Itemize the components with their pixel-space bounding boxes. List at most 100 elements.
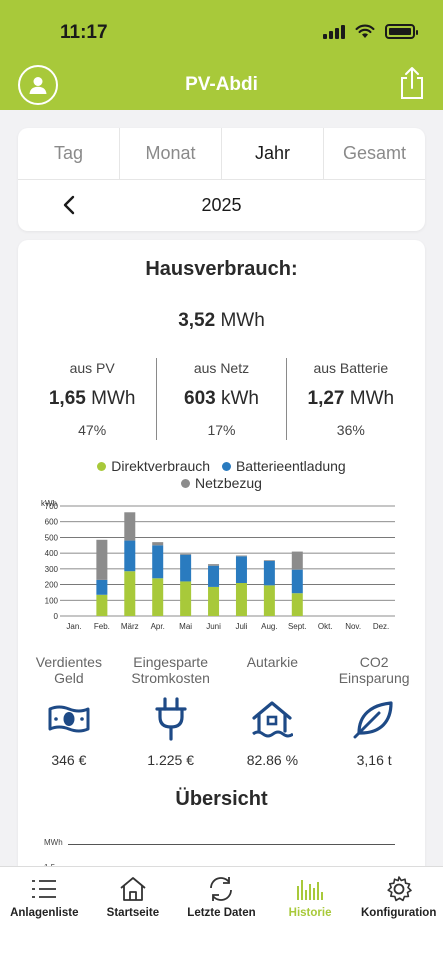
banknote-icon <box>48 705 90 733</box>
bar-segment <box>208 564 220 566</box>
bar-segment <box>124 571 136 616</box>
legend-label: Netzbezug <box>195 475 262 491</box>
tab-monat[interactable]: Monat <box>120 128 222 179</box>
source-value: 603 <box>184 388 216 409</box>
x-tick-label: Mai <box>179 622 192 631</box>
home-icon <box>120 877 146 901</box>
app-title: PV-Abdi <box>185 74 258 95</box>
stat-value: 346 € <box>51 752 87 768</box>
previous-year-button[interactable] <box>58 193 80 217</box>
status-time: 11:17 <box>60 22 108 43</box>
bar-segment <box>291 569 303 594</box>
legend-label: Direktverbrauch <box>111 458 211 474</box>
year-row: 2025 <box>18 180 425 231</box>
y-tick-label: 700 <box>45 502 59 511</box>
y-tick-label: 500 <box>45 533 59 542</box>
bar-segment <box>124 512 136 541</box>
source-pv: aus PV 1,65 MWh 47% <box>28 358 156 440</box>
tab-historie[interactable]: Historie <box>266 867 355 960</box>
legend-dot-battery <box>221 462 231 471</box>
stat-autarky: Autarkie 82.86 % <box>222 654 324 768</box>
bar-segment <box>180 581 192 616</box>
cellular-signal-icon <box>323 24 345 39</box>
legend-item[interactable]: Direktverbrauch <box>97 458 210 475</box>
bar-segment <box>235 583 247 616</box>
y-tick-label: 300 <box>45 565 59 574</box>
bar-segment <box>291 593 303 616</box>
share-button[interactable] <box>399 66 425 105</box>
legend-dot-grid <box>181 479 191 488</box>
status-icons <box>323 24 418 39</box>
source-percent: 36% <box>336 422 365 438</box>
consumption-bar-chart: kWh 0 100 200 300 400 500 600 700 Jan. Feb. März Apr… <box>41 499 395 631</box>
overview-gridline <box>68 844 395 845</box>
total-value: 3,52 <box>178 310 216 331</box>
overview-unit-label: MWh <box>44 838 63 847</box>
tab-konfiguration[interactable]: Konfiguration <box>354 867 443 960</box>
tab-jahr[interactable]: Jahr <box>222 128 324 179</box>
tab-gesamt[interactable]: Gesamt <box>342 143 407 163</box>
tab-anlagenliste[interactable]: Anlagenliste <box>0 867 89 960</box>
y-tick-label: 100 <box>45 596 59 605</box>
period-selector-card: Tag Monat Jahr Gesamt 2025 <box>18 128 425 231</box>
tab-label: Historie <box>288 907 332 919</box>
y-tick-label: 600 <box>45 518 59 527</box>
source-unit: MWh <box>91 388 136 409</box>
stat-label: Eingesparte Stromkosten <box>120 654 222 690</box>
consumption-card: Hausverbrauch: 3,52 MWh aus PV 1,65 MWh … <box>18 240 425 880</box>
user-icon <box>29 77 47 94</box>
x-tick-label: Okt. <box>318 622 333 631</box>
share-icon <box>401 67 423 99</box>
year-label: 2025 <box>201 195 242 215</box>
bar-segment <box>152 542 164 546</box>
x-tick-label: Jan. <box>66 622 81 631</box>
bar-segment <box>180 554 192 582</box>
tab-startseite[interactable]: Startseite <box>89 867 178 960</box>
y-tick-label: 0 <box>54 612 59 621</box>
source-label: aus Batterie <box>313 360 389 376</box>
house-flood-icon <box>252 701 294 738</box>
source-percent: 17% <box>207 422 236 438</box>
bar-segment <box>208 586 220 616</box>
consumption-title: Hausverbrauch: <box>145 258 298 280</box>
bar-segment <box>291 551 303 570</box>
legend-item[interactable]: Batterieentladung <box>221 458 346 475</box>
source-grid: aus Netz 603 kWh 17% <box>156 358 285 440</box>
stat-label: Verdientes Geld <box>18 654 120 690</box>
source-battery: aus Batterie 1,27 MWh 36% <box>285 358 415 440</box>
bar-segment <box>235 556 247 583</box>
legend-item[interactable]: Netzbezug <box>181 475 262 492</box>
tab-label: Startseite <box>106 907 160 919</box>
bottom-tab-bar: Anlagenliste Startseite Letzte Daten His… <box>0 866 443 960</box>
stat-label-line: Stromkosten <box>131 670 210 686</box>
tab-letzte-daten[interactable]: Letzte Daten <box>177 867 266 960</box>
x-tick-label: Juni <box>206 622 221 631</box>
bar-segment <box>152 578 164 616</box>
period-tabs: Tag Monat Jahr Gesamt <box>18 128 425 180</box>
x-tick-label: Aug. <box>261 622 277 631</box>
bar-segment <box>263 585 275 616</box>
stat-label-line: Autarkie <box>246 654 299 670</box>
stats-row: Verdientes Geld 346 € Eingesparte Stromk… <box>18 654 425 768</box>
list-icon <box>32 880 57 898</box>
bar-segment <box>124 540 136 572</box>
stat-label-line: CO2 <box>359 654 389 670</box>
stat-label-line: Geld <box>54 670 84 686</box>
gear-icon <box>387 876 412 902</box>
x-tick-label: Dez. <box>373 622 389 631</box>
bar-segment <box>96 539 108 580</box>
stat-earned-money: Verdientes Geld 346 € <box>18 654 120 768</box>
tab-tag[interactable]: Tag <box>18 128 120 179</box>
chevron-left-icon <box>63 195 75 215</box>
stat-saved-costs: Eingesparte Stromkosten 1.225 € <box>120 654 222 768</box>
stat-label: Autarkie <box>222 654 324 690</box>
bar-segment <box>96 594 108 616</box>
stat-label-line: Verdientes <box>35 654 102 670</box>
stat-label: CO2 Einsparung <box>323 654 425 690</box>
source-label: aus Netz <box>193 360 250 376</box>
x-tick-label: Nov. <box>345 622 361 631</box>
y-tick-label: 200 <box>45 581 59 590</box>
source-percent: 47% <box>78 422 107 438</box>
profile-button[interactable] <box>18 65 58 105</box>
tab-label: Anlagenliste <box>10 907 79 919</box>
